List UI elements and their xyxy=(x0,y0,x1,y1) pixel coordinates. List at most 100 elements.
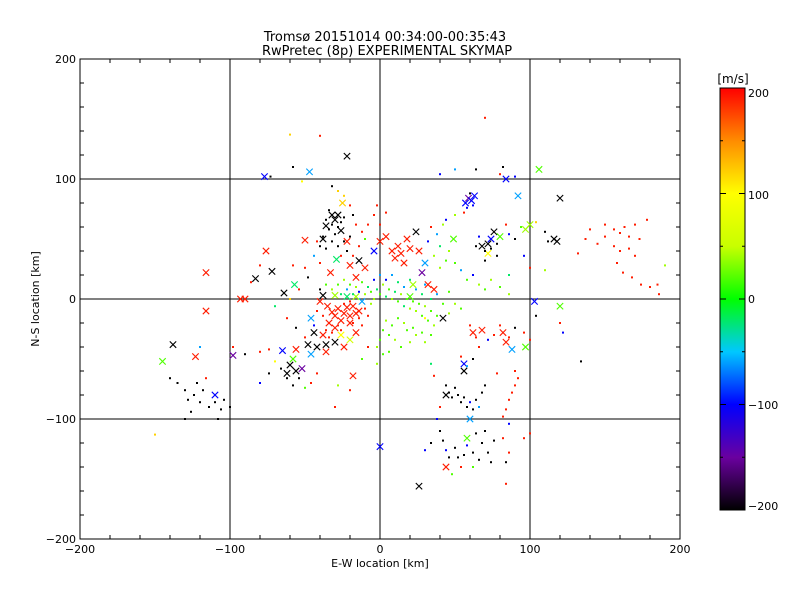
data-point-dot xyxy=(388,334,390,336)
data-point-dot xyxy=(634,254,636,257)
data-point-dot xyxy=(319,134,321,137)
data-point-dot xyxy=(343,302,345,305)
data-point-dot xyxy=(367,286,369,288)
data-point-cross xyxy=(292,367,300,375)
data-point-cross xyxy=(355,307,363,315)
data-point-dot xyxy=(472,358,474,360)
data-point-dot xyxy=(523,331,525,334)
data-point-dot xyxy=(403,286,405,288)
data-point-dot xyxy=(340,221,342,224)
data-point-dot xyxy=(397,281,399,284)
data-point-cross xyxy=(530,297,539,305)
data-point-dot xyxy=(508,233,510,236)
data-point-dot xyxy=(559,322,561,324)
data-point-cross xyxy=(556,302,564,310)
y-tick-label: 0 xyxy=(69,293,76,306)
data-point-dot xyxy=(499,173,501,176)
data-point-dot xyxy=(535,314,537,317)
data-point-dot xyxy=(295,326,297,329)
data-point-cross xyxy=(424,281,432,289)
data-point-dot xyxy=(448,391,450,394)
data-point-cross xyxy=(262,247,270,255)
data-point-dot xyxy=(584,238,587,240)
x-tick-label: −100 xyxy=(215,543,245,556)
data-point-cross xyxy=(349,372,357,380)
data-point-dot xyxy=(496,372,498,375)
colorbar-tick-label: 0 xyxy=(748,293,755,306)
data-point-dot xyxy=(412,300,414,303)
data-point-dot xyxy=(352,214,354,216)
data-point-dot xyxy=(484,384,486,387)
data-point-dot xyxy=(439,173,441,176)
data-point-cross xyxy=(469,329,477,337)
data-point-cross xyxy=(337,331,345,339)
data-point-dot xyxy=(400,293,402,296)
data-point-dot xyxy=(481,391,483,394)
data-point-dot xyxy=(604,223,606,226)
data-point-dot xyxy=(638,238,641,240)
data-point-dot xyxy=(331,185,333,188)
data-point-dot xyxy=(619,250,621,252)
data-point-dot xyxy=(472,204,474,207)
data-point-dot xyxy=(313,254,315,257)
data-point-cross xyxy=(322,341,330,349)
data-point-cross xyxy=(521,225,530,233)
data-point-cross xyxy=(349,302,357,310)
colorbar-ticks xyxy=(720,87,745,511)
data-point-cross xyxy=(278,347,287,355)
data-point-cross xyxy=(307,314,315,322)
data-point-dot xyxy=(430,362,432,365)
chart-title: Tromsø 20151014 00:34:00-00:35:43 xyxy=(263,30,506,45)
data-point-dot xyxy=(403,322,405,324)
data-point-cross xyxy=(331,216,339,224)
data-point-dot xyxy=(454,386,456,389)
data-point-dot xyxy=(517,377,519,380)
data-point-dot xyxy=(269,175,272,178)
data-point-dot xyxy=(514,384,516,387)
data-point-dot xyxy=(394,338,396,341)
data-point-cross xyxy=(361,264,369,272)
data-point-dot xyxy=(415,288,417,291)
data-point-dot xyxy=(418,302,420,305)
data-point-dot xyxy=(544,230,546,233)
data-point-dot xyxy=(358,245,360,248)
data-point-dot xyxy=(478,458,480,461)
data-point-dot xyxy=(646,218,648,221)
data-point-dot xyxy=(664,264,666,267)
data-point-dot xyxy=(421,293,423,296)
data-point-dot xyxy=(508,274,510,276)
data-point-dot xyxy=(382,283,384,286)
data-point-cross xyxy=(508,345,516,353)
data-point-dot xyxy=(430,334,432,336)
data-point-cross xyxy=(388,247,396,255)
data-point-dot xyxy=(319,245,321,248)
data-point-dot xyxy=(307,276,309,279)
data-point-cross xyxy=(332,255,341,263)
data-point-dot xyxy=(490,278,492,281)
data-point-dot xyxy=(292,166,294,168)
colorbar-tick-labels: 200 100 0 −100 −200 xyxy=(748,87,778,513)
data-point-dot xyxy=(367,223,369,226)
data-point-dot xyxy=(475,168,477,171)
data-point-dot xyxy=(154,433,156,436)
data-point-cross xyxy=(376,237,384,245)
data-point-cross xyxy=(290,281,299,289)
data-point-cross xyxy=(502,175,510,183)
data-point-cross xyxy=(391,254,399,262)
data-point-dot xyxy=(355,286,357,288)
y-axis-label: N-S location [km] xyxy=(29,251,42,347)
data-point-cross xyxy=(400,259,408,267)
data-point-dot xyxy=(316,240,318,243)
data-point-dot xyxy=(490,247,492,250)
data-point-dot xyxy=(397,317,399,320)
data-point-dot xyxy=(184,418,186,420)
data-point-dot xyxy=(613,228,615,231)
data-point-dot xyxy=(316,310,318,312)
data-point-dot xyxy=(286,317,288,320)
data-point-dot xyxy=(259,264,261,267)
data-point-dot xyxy=(628,247,630,250)
data-point-cross xyxy=(260,173,269,181)
data-point-dot xyxy=(475,245,477,248)
data-point-cross xyxy=(310,329,318,337)
data-point-dot xyxy=(430,298,432,300)
